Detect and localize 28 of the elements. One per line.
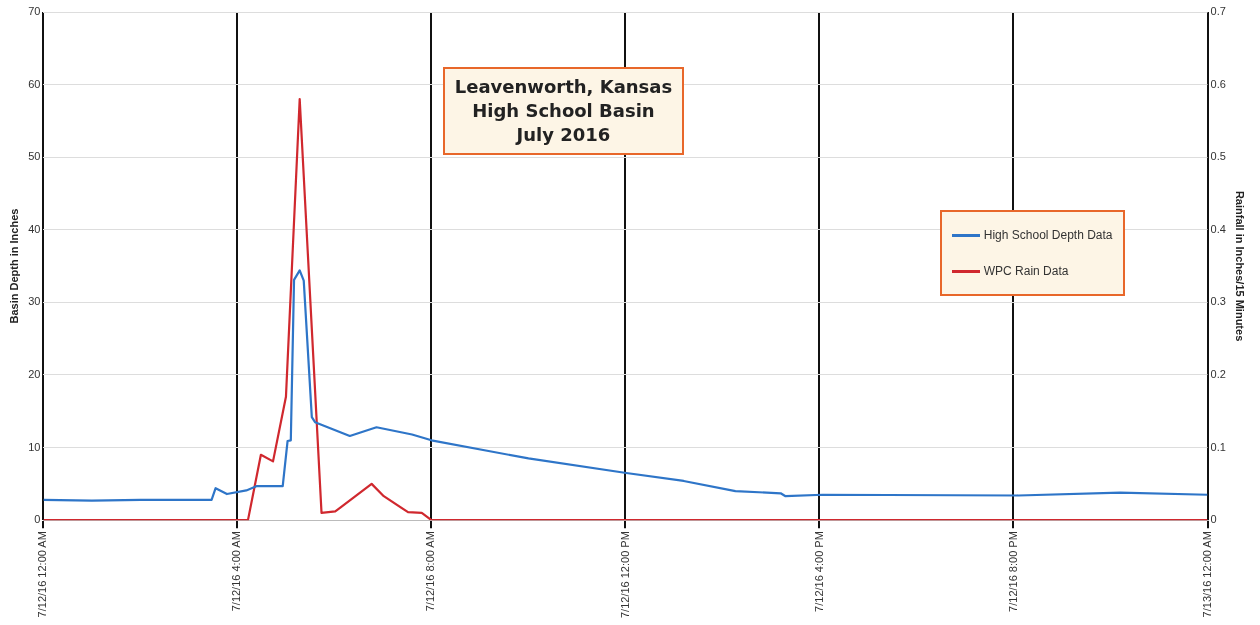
y2-tick-label: 0.7 [1210,5,1226,18]
x-tick-label: 7/12/16 4:00 AM [230,531,243,612]
y-tick-label: 0 [34,513,41,526]
y-tick-label: 20 [28,368,41,380]
y2-tick-label: 0.5 [1210,150,1226,163]
y2-tick-label: 0.1 [1210,440,1226,453]
y2-tick-label: 0.6 [1210,77,1226,90]
text: Leavenworth, Kansas High School Basin July 2016 [454,75,673,147]
y-tick-label: 50 [28,150,41,163]
y2-tick-label: 0.3 [1210,295,1226,308]
x-tick-label: 7/13/16 12:00 AM [1200,531,1213,618]
legend-label: WPC Rain Data [983,264,1069,279]
y-tick-label: 40 [28,222,41,235]
x-tick-label: 7/12/16 12:00 PM [618,531,631,618]
x-tick-label: 7/12/16 4:00 PM [812,531,825,612]
y-tick-label: 10 [28,440,41,453]
x-tick-label: 7/12/16 12:00 AM [36,531,49,618]
y-tick-label: 30 [28,295,41,308]
y-tick-label: 70 [28,5,41,18]
y-axis-title: Basin Depth in Inches [7,208,20,324]
y-tick-label: 60 [28,77,41,90]
x-tick-label: 7/12/16 8:00 AM [424,531,437,612]
y2-axis-title: Rainfall in Inches/15 Minutes [1234,190,1247,342]
x-tick-label: 7/12/16 8:00 PM [1006,531,1019,612]
legend-label: High School Depth Data [983,228,1113,243]
y2-tick-label: 0.4 [1210,222,1226,235]
y2-tick-label: 0 [1210,513,1217,526]
y2-tick-label: 0.2 [1210,368,1226,380]
